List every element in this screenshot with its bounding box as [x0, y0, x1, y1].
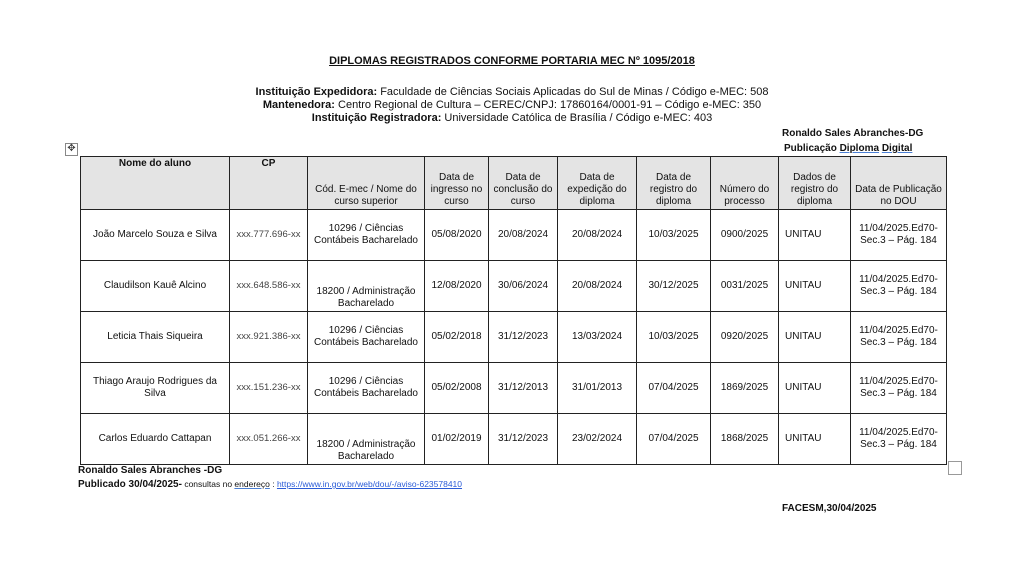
table-cell: UNITAU [778, 413, 851, 465]
table-cell: 05/02/2008 [424, 362, 489, 414]
table-cell: 11/04/2025.Ed70-Sec.3 – Pág. 184 [850, 362, 947, 414]
table-cell: 30/06/2024 [488, 260, 558, 312]
issuing-institution: Instituição Expedidora: Faculdade de Ciê… [255, 86, 769, 98]
column-header: Data de conclusão do curso [488, 156, 558, 210]
table-row: Thiago Araujo Rodrigues da Silva xxx.151.… [80, 362, 947, 414]
table-cell: 11/04/2025.Ed70-Sec.3 – Pág. 184 [850, 209, 947, 261]
table-cell: UNITAU [778, 311, 851, 363]
table-cell: Leticia Thais Siqueira [80, 311, 230, 363]
table-cell: 31/12/2023 [488, 413, 558, 465]
table-cell: 20/08/2024 [557, 209, 637, 261]
maintainer: Mantenedora: Centro Regional de Cultura … [262, 99, 762, 111]
table-cell: 31/12/2023 [488, 311, 558, 363]
diplomas-table: Nome do aluno CP Cód. E-mec / Nome do curs… [80, 156, 947, 465]
table-cell: Claudilson Kauê Alcino [80, 260, 230, 312]
table-cell: 10296 / Ciências Contábeis Bacharelado [307, 362, 425, 414]
table-row: Carlos Eduardo Cattapan xxx.051.266-xx 182… [80, 413, 947, 465]
table-cell: 18200 / Administração Bacharelado [307, 260, 425, 312]
table-cell: 12/08/2020 [424, 260, 489, 312]
table-cell: xxx.151.236-xx [229, 362, 308, 414]
table-cell: 1869/2025 [710, 362, 779, 414]
table-cell: 31/12/2013 [488, 362, 558, 414]
table-cell: xxx.648.586-xx [229, 260, 308, 312]
table-cell: 07/04/2025 [636, 413, 711, 465]
table-cell: 10/03/2025 [636, 311, 711, 363]
place-date: FACESM,30/04/2025 [782, 503, 877, 514]
table-cell: 07/04/2025 [636, 362, 711, 414]
table-cell: 11/04/2025.Ed70-Sec.3 – Pág. 184 [850, 413, 947, 465]
table-cell: Carlos Eduardo Cattapan [80, 413, 230, 465]
table-resize-handle[interactable] [948, 461, 962, 475]
table-cell: 0900/2025 [710, 209, 779, 261]
table-header-row: Nome do aluno CP Cód. E-mec / Nome do curs… [80, 156, 947, 210]
column-header: Número do processo [710, 156, 779, 210]
table-cell: 10296 / Ciências Contábeis Bacharelado [307, 311, 425, 363]
table-cell: 31/01/2013 [557, 362, 637, 414]
table-row: Leticia Thais Siqueira xxx.921.386-xx 1029… [80, 311, 947, 363]
table-cell: 18200 / Administração Bacharelado [307, 413, 425, 465]
table-cell: João Marcelo Souza e Silva [80, 209, 230, 261]
table-cell: 13/03/2024 [557, 311, 637, 363]
column-header: CP [229, 156, 308, 210]
table-cell: 23/02/2024 [557, 413, 637, 465]
table-cell: xxx.921.386-xx [229, 311, 308, 363]
table-cell: UNITAU [778, 260, 851, 312]
footer-publication: Publicado 30/04/2025- consultas no ender… [78, 479, 463, 490]
table-cell: 11/04/2025.Ed70-Sec.3 – Pág. 184 [850, 311, 947, 363]
table-cell: xxx.777.696-xx [229, 209, 308, 261]
publication-label: Publicação Diploma Digital [784, 143, 913, 154]
column-header: Data de Publicação no DOU [850, 156, 947, 210]
column-header: Data de registro do diploma [636, 156, 711, 210]
footer-signer: Ronaldo Sales Abranches -DG [78, 465, 223, 476]
table-cell: 0920/2025 [710, 311, 779, 363]
table-cell: 0031/2025 [710, 260, 779, 312]
table-cell: 20/08/2024 [488, 209, 558, 261]
table-cell: 20/08/2024 [557, 260, 637, 312]
table-cell: 11/04/2025.Ed70-Sec.3 – Pág. 184 [850, 260, 947, 312]
signer-top: Ronaldo Sales Abranches-DG [782, 128, 924, 139]
table-cell: 05/02/2018 [424, 311, 489, 363]
column-header: Dados de registro do diploma [778, 156, 851, 210]
table-cell: 1868/2025 [710, 413, 779, 465]
column-header: Cód. E-mec / Nome do curso superior [307, 156, 425, 210]
table-row: João Marcelo Souza e Silva xxx.777.696-xx… [80, 209, 947, 261]
table-cell: Thiago Araujo Rodrigues da Silva [80, 362, 230, 414]
table-cell: 10296 / Ciências Contábeis Bacharelado [307, 209, 425, 261]
table-cell: UNITAU [778, 362, 851, 414]
dou-link[interactable]: https://www.in.gov.br/web/dou/-/aviso-62… [276, 479, 463, 489]
table-cell: xxx.051.266-xx [229, 413, 308, 465]
column-header: Nome do aluno [80, 156, 230, 210]
table-move-handle-icon[interactable]: ✥ [65, 143, 78, 156]
table-cell: 01/02/2019 [424, 413, 489, 465]
table-cell: UNITAU [778, 209, 851, 261]
column-header: Data de expedição do diploma [557, 156, 637, 210]
table-row: Claudilson Kauê Alcino xxx.648.586-xx 1820… [80, 260, 947, 312]
table-cell: 10/03/2025 [636, 209, 711, 261]
column-header: Data de ingresso no curso [424, 156, 489, 210]
table-cell: 05/08/2020 [424, 209, 489, 261]
registering-institution: Instituição Registradora: Universidade C… [311, 112, 713, 124]
document-title: DIPLOMAS REGISTRADOS CONFORME PORTARIA M… [329, 55, 695, 67]
table-cell: 30/12/2025 [636, 260, 711, 312]
